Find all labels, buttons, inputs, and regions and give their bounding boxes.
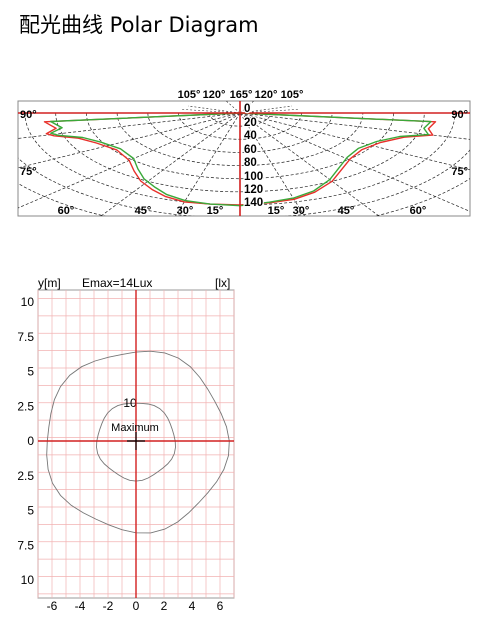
polar-bottom-angle-label: 60° — [58, 205, 75, 217]
isolux-y-tick-label: 0 — [27, 434, 34, 448]
polar-grid-spoke — [239, 112, 305, 216]
isolux-y-tick-label: 10 — [21, 295, 35, 309]
isolux-x-tick-label: -6 — [47, 599, 58, 613]
polar-top-angle-label: 120° — [255, 89, 278, 101]
isolux-x-tick-label: 2 — [161, 599, 168, 613]
polar-bottom-angle-label: 45° — [135, 205, 152, 217]
isolux-chart: y[m] Emax=14Lux [lx] 10 -6 -4 -2 0 2 4 6 10 7.5 5… — [17, 276, 235, 613]
isolux-unit-label: [lx] — [215, 276, 230, 290]
isolux-x-tick-label: 0 — [133, 599, 140, 613]
polar-left-edge-label: 75° — [20, 166, 37, 178]
polar-series-line-2 — [49, 112, 432, 207]
polar-radial-label: 140 — [244, 197, 263, 209]
polar-grid-spoke — [239, 112, 470, 140]
polar-top-angle-label: 120° — [203, 89, 226, 101]
polar-radial-label: 120 — [244, 184, 263, 196]
isolux-x-tick-label: -2 — [103, 599, 114, 613]
isolux-x-tick-label: 6 — [217, 599, 224, 613]
polar-grid-spoke — [239, 112, 380, 216]
polar-labels: 105° 120° 165° 120° 105°90°75°90°75°60° 45° 30… — [20, 89, 468, 217]
isolux-contour-level-label: 10 — [123, 396, 137, 410]
polar-grid-spoke-upper — [239, 105, 293, 114]
page-title: 配光曲线 Polar Diagram — [19, 13, 259, 37]
polar-top-angle-label: 105° — [281, 89, 304, 101]
isolux-tick-labels: -6 -4 -2 0 2 4 6 10 7.5 5 2.5 0 2.5 5 7.5 10 — [17, 295, 223, 613]
polar-axes — [18, 101, 470, 216]
polar-bottom-angle-label: 30° — [177, 205, 194, 217]
isolux-emax-label: Emax=14Lux — [82, 276, 152, 290]
polar-grid-spoke — [18, 112, 241, 139]
isolux-y-axis-label: y[m] — [38, 276, 61, 290]
isolux-y-tick-label: 7.5 — [17, 330, 34, 344]
polar-bottom-angle-label: 15° — [207, 205, 224, 217]
isolux-y-tick-label: 5 — [27, 365, 34, 379]
isolux-y-tick-label: 5 — [27, 504, 34, 518]
polar-radial-label: 40 — [244, 130, 257, 142]
polar-grid-ring — [55, 112, 425, 193]
polar-grid-spoke-upper — [187, 105, 241, 114]
polar-top-angle-label: 165° — [230, 89, 253, 101]
polar-right-edge-label: 75° — [451, 166, 468, 178]
polar-series — [43, 112, 437, 207]
isolux-y-tick-label: 10 — [21, 573, 35, 587]
polar-radial-label: 0 — [244, 103, 250, 115]
polar-bottom-angle-label: 30° — [293, 205, 310, 217]
isolux-x-tick-label: 4 — [189, 599, 196, 613]
polar-left-edge-label: 90° — [20, 109, 37, 121]
isolux-y-tick-label: 2.5 — [17, 469, 34, 483]
polar-grid-spoke — [175, 112, 241, 216]
polar-grid-spoke-upper — [225, 101, 241, 114]
polar-radial-label: 100 — [244, 171, 263, 183]
polar-top-angle-label: 105° — [178, 89, 201, 101]
polar-grid-spoke-upper — [239, 101, 255, 114]
polar-bottom-angle-label: 15° — [268, 205, 285, 217]
polar-radial-label: 20 — [244, 117, 257, 129]
polar-bottom-angle-label: 45° — [338, 205, 355, 217]
isolux-x-tick-label: -4 — [75, 599, 86, 613]
polar-radial-label: 80 — [244, 157, 257, 169]
polar-bottom-angle-label: 60° — [410, 205, 427, 217]
isolux-y-tick-label: 7.5 — [17, 538, 34, 552]
polar-grid-spoke — [100, 112, 241, 216]
isolux-y-tick-label: 2.5 — [17, 399, 34, 413]
isolux-maximum: Maximum — [111, 422, 159, 450]
isolux-maximum-label: Maximum — [111, 422, 159, 434]
polar-radial-label: 60 — [244, 144, 257, 156]
polar-diagram: 105° 120° 165° 120° 105°90°75°90°75°60° 45° 30… — [17, 89, 471, 217]
polar-right-edge-label: 90° — [451, 109, 468, 121]
